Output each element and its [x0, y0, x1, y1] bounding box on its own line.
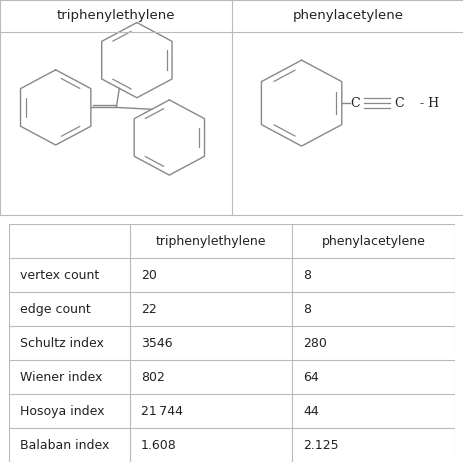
Text: 21 744: 21 744 — [140, 405, 182, 418]
Text: 8: 8 — [303, 268, 311, 281]
Text: 44: 44 — [303, 405, 319, 418]
Text: 280: 280 — [303, 336, 326, 350]
Text: Schultz index: Schultz index — [20, 336, 104, 350]
Text: triphenylethylene: triphenylethylene — [155, 235, 265, 248]
Text: 8: 8 — [303, 303, 311, 316]
Text: 802: 802 — [140, 371, 164, 383]
Text: Wiener index: Wiener index — [20, 371, 103, 383]
Text: phenylacetylene: phenylacetylene — [321, 235, 425, 248]
Text: 1.608: 1.608 — [140, 438, 176, 451]
Text: 64: 64 — [303, 371, 319, 383]
Text: 2.125: 2.125 — [303, 438, 338, 451]
Text: 22: 22 — [140, 303, 156, 316]
Text: vertex count: vertex count — [20, 268, 100, 281]
Text: Hosoya index: Hosoya index — [20, 405, 105, 418]
Text: - H: - H — [419, 97, 438, 109]
Text: 20: 20 — [140, 268, 156, 281]
Text: C: C — [394, 97, 403, 109]
Text: phenylacetylene: phenylacetylene — [292, 8, 403, 22]
Text: 3546: 3546 — [140, 336, 172, 350]
Text: C: C — [350, 97, 359, 109]
Text: Balaban index: Balaban index — [20, 438, 110, 451]
Text: triphenylethylene: triphenylethylene — [56, 8, 175, 22]
Text: edge count: edge count — [20, 303, 91, 316]
